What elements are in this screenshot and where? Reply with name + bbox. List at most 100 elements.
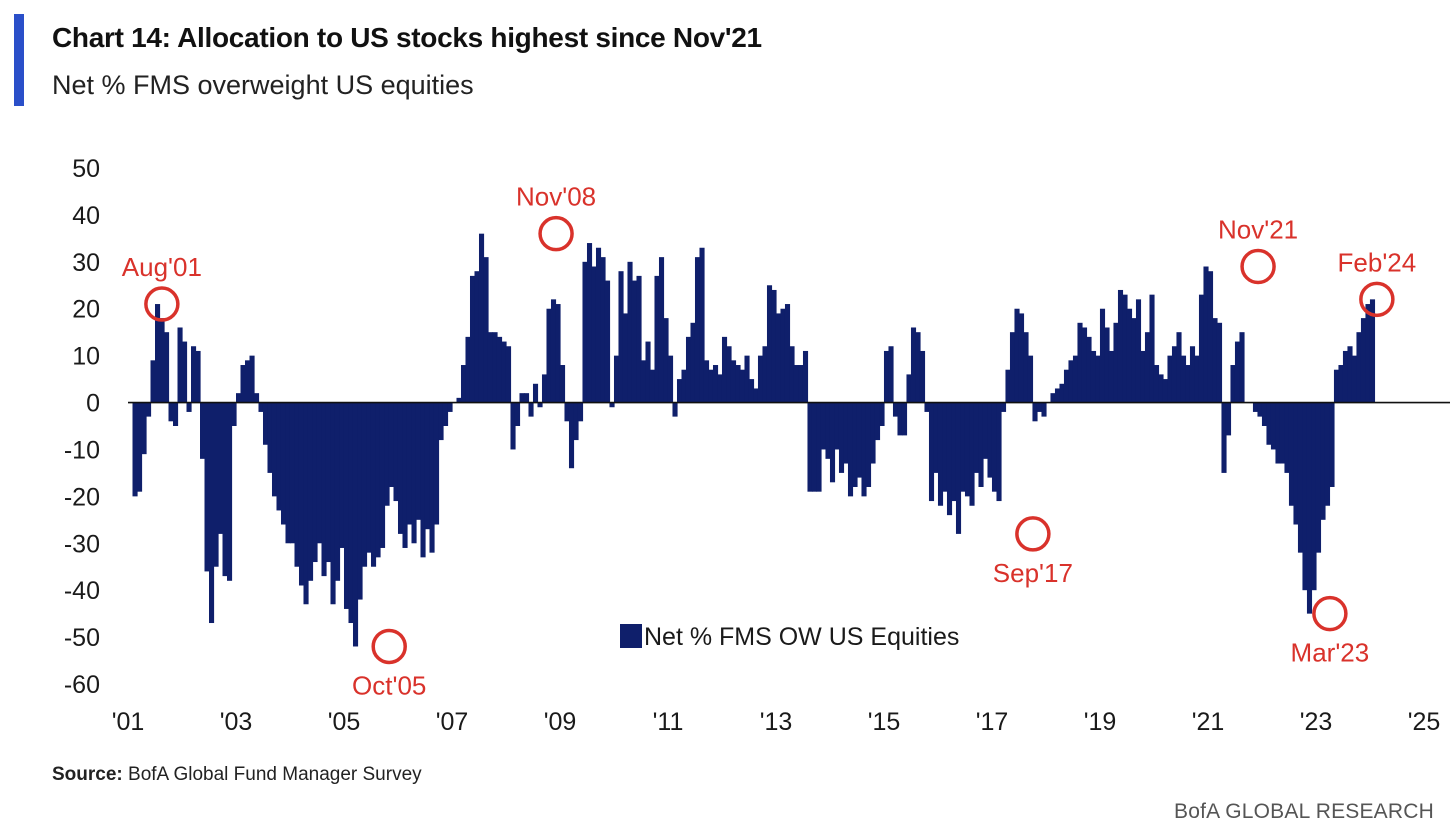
bar (334, 402, 341, 581)
bar (807, 402, 813, 492)
bar (361, 402, 368, 567)
bar (834, 402, 840, 450)
bar (307, 402, 314, 581)
bar (501, 341, 507, 403)
bar (1279, 402, 1286, 464)
bar (870, 402, 876, 464)
bar (155, 304, 161, 403)
bar (888, 346, 894, 403)
bar (1144, 332, 1151, 403)
bar (676, 379, 683, 403)
annotation-circle (1015, 516, 1051, 552)
bar (1018, 313, 1025, 403)
bar (271, 402, 278, 497)
bar (1140, 350, 1146, 403)
source-label: Source: (52, 764, 123, 785)
bar (1063, 369, 1070, 403)
bar (352, 402, 359, 647)
bar (438, 402, 444, 441)
bar (622, 313, 629, 403)
bar (1135, 299, 1142, 403)
bar (897, 402, 903, 436)
bar (227, 402, 233, 581)
bar (564, 402, 570, 422)
bar (541, 374, 548, 403)
bar (267, 402, 273, 473)
bar (379, 402, 386, 548)
bar (546, 308, 552, 403)
bar (519, 393, 525, 403)
bar (141, 402, 147, 455)
y-tick-label: -50 (64, 624, 100, 652)
bar (618, 271, 624, 403)
bar (1207, 271, 1214, 403)
bar (429, 402, 435, 553)
bar (325, 402, 332, 563)
y-tick-label: 30 (72, 249, 100, 277)
bar (200, 402, 206, 459)
bar (249, 355, 255, 403)
bar (528, 402, 534, 417)
bar (915, 332, 921, 403)
bar (1356, 332, 1362, 403)
bar (919, 350, 926, 403)
bar (1072, 355, 1079, 403)
bar (132, 402, 138, 497)
annotation-label: Feb'24 (1338, 247, 1417, 277)
bar (1023, 332, 1029, 403)
bar (573, 402, 579, 441)
bar (1360, 318, 1367, 403)
bar (433, 402, 440, 525)
bar (604, 280, 611, 403)
bar (1167, 355, 1173, 403)
bar (996, 402, 1002, 502)
bar (1014, 308, 1020, 403)
bar (748, 379, 755, 403)
bar (802, 350, 809, 403)
bar (591, 266, 597, 403)
bar (1180, 355, 1187, 403)
bar (856, 402, 863, 478)
bar (712, 365, 719, 403)
bar (942, 402, 948, 492)
bar (595, 247, 602, 403)
bar (1126, 308, 1133, 403)
bar (685, 336, 692, 403)
bar (861, 402, 867, 497)
bar (1329, 402, 1335, 487)
bar (456, 397, 462, 403)
legend-swatch (620, 624, 642, 648)
bar (838, 402, 845, 473)
bar (631, 280, 638, 403)
bar (690, 322, 696, 403)
bar (411, 402, 417, 544)
bar (1189, 346, 1196, 403)
x-tick-label: '13 (760, 708, 793, 736)
bar (415, 402, 422, 520)
bar (1054, 388, 1061, 403)
bar (469, 275, 476, 403)
bar (771, 289, 777, 403)
bar (537, 402, 543, 408)
bar (1176, 332, 1182, 403)
bar (559, 365, 566, 403)
bar (159, 318, 165, 403)
annotation-circle (1312, 595, 1348, 632)
x-tick-label: '15 (868, 708, 901, 736)
bar (505, 346, 512, 403)
bar (1275, 402, 1281, 464)
bar (280, 402, 287, 525)
bar (1153, 365, 1160, 403)
bar (955, 402, 962, 534)
bar (204, 402, 210, 572)
bar (1162, 379, 1169, 403)
bar (1212, 318, 1218, 403)
bar (663, 318, 669, 403)
y-tick-label: -60 (64, 671, 100, 699)
bar (388, 402, 395, 487)
title-accent-bar (14, 14, 24, 106)
bar (586, 243, 593, 403)
bar (424, 402, 431, 530)
bar (1099, 308, 1106, 403)
bar (1234, 341, 1241, 403)
